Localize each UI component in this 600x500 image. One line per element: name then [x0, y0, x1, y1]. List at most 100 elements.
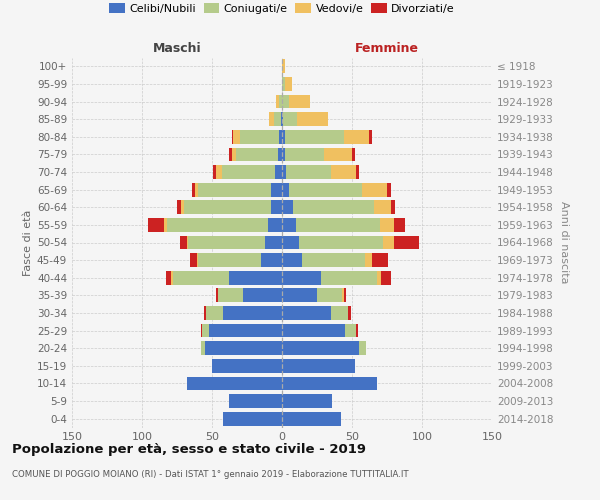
- Bar: [282, 130, 285, 143]
- Bar: [371, 253, 388, 267]
- Y-axis label: Fasce di età: Fasce di età: [23, 210, 33, 276]
- Bar: [268, 218, 282, 232]
- Bar: [271, 183, 282, 196]
- Bar: [344, 130, 369, 143]
- Text: Popolazione per età, sesso e stato civile - 2019: Popolazione per età, sesso e stato civil…: [12, 442, 366, 456]
- Bar: [359, 342, 366, 355]
- Bar: [279, 130, 282, 143]
- Bar: [365, 253, 371, 267]
- Bar: [277, 94, 279, 108]
- Bar: [383, 236, 394, 250]
- Bar: [265, 236, 282, 250]
- Bar: [198, 253, 261, 267]
- Bar: [282, 342, 359, 355]
- Bar: [212, 359, 282, 372]
- Bar: [282, 271, 321, 284]
- Bar: [197, 253, 198, 267]
- Bar: [296, 218, 380, 232]
- Bar: [285, 130, 344, 143]
- Bar: [201, 324, 202, 338]
- Bar: [285, 77, 292, 91]
- Bar: [205, 342, 282, 355]
- Bar: [216, 288, 218, 302]
- Bar: [377, 271, 382, 284]
- Bar: [380, 218, 394, 232]
- Bar: [331, 306, 348, 320]
- Bar: [286, 165, 331, 179]
- Bar: [282, 253, 302, 267]
- Bar: [222, 165, 275, 179]
- Bar: [181, 200, 184, 214]
- Bar: [352, 148, 355, 162]
- Bar: [282, 306, 331, 320]
- Bar: [344, 288, 346, 302]
- Bar: [232, 148, 236, 162]
- Legend: Celibi/Nubili, Coniugati/e, Vedovi/e, Divorziati/e: Celibi/Nubili, Coniugati/e, Vedovi/e, Di…: [105, 0, 459, 18]
- Bar: [187, 236, 188, 250]
- Bar: [362, 183, 387, 196]
- Bar: [282, 412, 341, 426]
- Bar: [374, 200, 391, 214]
- Y-axis label: Anni di nascita: Anni di nascita: [559, 201, 569, 284]
- Bar: [177, 200, 181, 214]
- Bar: [195, 183, 198, 196]
- Bar: [229, 148, 232, 162]
- Bar: [198, 183, 271, 196]
- Bar: [232, 130, 233, 143]
- Bar: [279, 94, 282, 108]
- Bar: [240, 130, 279, 143]
- Bar: [342, 288, 344, 302]
- Bar: [321, 271, 377, 284]
- Bar: [282, 77, 285, 91]
- Bar: [356, 324, 358, 338]
- Bar: [289, 94, 310, 108]
- Bar: [282, 218, 296, 232]
- Bar: [293, 200, 374, 214]
- Text: Femmine: Femmine: [355, 42, 419, 55]
- Bar: [166, 271, 172, 284]
- Bar: [274, 112, 281, 126]
- Bar: [278, 148, 282, 162]
- Bar: [214, 165, 216, 179]
- Bar: [324, 148, 352, 162]
- Bar: [283, 112, 298, 126]
- Text: COMUNE DI POGGIO MOIANO (RI) - Dati ISTAT 1° gennaio 2019 - Elaborazione TUTTITA: COMUNE DI POGGIO MOIANO (RI) - Dati ISTA…: [12, 470, 409, 479]
- Bar: [223, 306, 282, 320]
- Bar: [387, 183, 391, 196]
- Bar: [202, 324, 209, 338]
- Bar: [282, 376, 377, 390]
- Bar: [203, 306, 206, 320]
- Bar: [164, 218, 167, 232]
- Bar: [193, 183, 195, 196]
- Bar: [201, 342, 205, 355]
- Bar: [282, 183, 289, 196]
- Bar: [299, 236, 383, 250]
- Bar: [229, 271, 282, 284]
- Bar: [298, 112, 328, 126]
- Bar: [180, 236, 187, 250]
- Bar: [394, 236, 419, 250]
- Bar: [348, 306, 350, 320]
- Bar: [282, 200, 293, 214]
- Bar: [236, 148, 278, 162]
- Bar: [261, 253, 282, 267]
- Bar: [233, 130, 240, 143]
- Bar: [282, 112, 283, 126]
- Bar: [188, 236, 265, 250]
- Bar: [172, 271, 173, 284]
- Bar: [281, 112, 282, 126]
- Text: Maschi: Maschi: [152, 42, 202, 55]
- Bar: [275, 165, 282, 179]
- Bar: [282, 94, 289, 108]
- Bar: [206, 306, 223, 320]
- Bar: [317, 288, 342, 302]
- Bar: [282, 288, 317, 302]
- Bar: [282, 394, 332, 408]
- Bar: [331, 165, 356, 179]
- Bar: [282, 324, 345, 338]
- Bar: [187, 376, 282, 390]
- Bar: [282, 60, 285, 73]
- Bar: [243, 288, 282, 302]
- Bar: [282, 359, 355, 372]
- Bar: [216, 165, 222, 179]
